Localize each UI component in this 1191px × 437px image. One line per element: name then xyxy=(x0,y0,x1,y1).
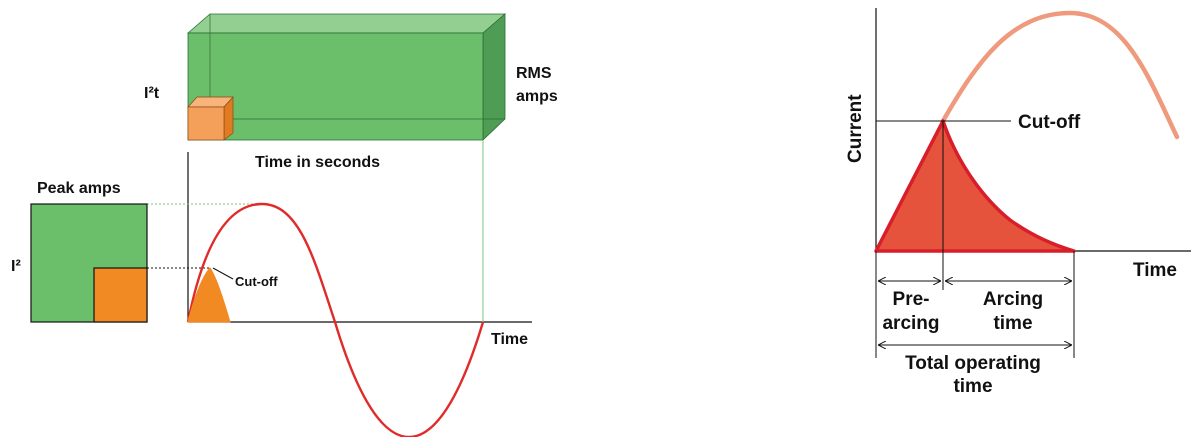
left-time-axis-label: Time xyxy=(491,331,528,348)
cutoff-amps-square xyxy=(93,267,148,323)
let-through-current-area xyxy=(874,119,1076,253)
total-operating-label-line2: time xyxy=(953,376,992,397)
rms-label-line1: RMS xyxy=(516,65,552,82)
peak-amps-label: Peak amps xyxy=(37,180,121,197)
let-through-area xyxy=(187,267,231,323)
right-diagram: Current Time Cut-off Pre- arcing Arcing … xyxy=(845,8,1191,397)
cube-front xyxy=(187,106,225,141)
i2t-label: I²t xyxy=(144,85,160,102)
rms-label-line2: amps xyxy=(516,88,558,105)
arcing-label-line2: time xyxy=(993,313,1032,334)
box-top-face xyxy=(186,13,507,34)
total-operating-label-line1: Total operating xyxy=(905,353,1041,374)
prearcing-label-line2: arcing xyxy=(882,313,939,334)
right-time-axis-label: Time xyxy=(1133,260,1177,281)
arcing-label-line1: Arcing xyxy=(983,289,1043,310)
cutoff-pointer-line xyxy=(212,267,234,280)
prearcing-label-line1: Pre- xyxy=(893,289,930,310)
box-side-face xyxy=(482,13,506,141)
prospective-current-curve xyxy=(940,10,1180,140)
right-cutoff-label: Cut-off xyxy=(1018,112,1081,133)
left-diagram: I²t RMS amps Time in seconds Time Peak a… xyxy=(11,13,558,437)
i2-label: I² xyxy=(11,258,21,275)
prospective-current-wave xyxy=(186,202,485,437)
box-front-face xyxy=(187,32,484,141)
i2t-cube xyxy=(187,96,234,141)
left-cutoff-label: Cut-off xyxy=(235,274,278,289)
time-in-seconds-label: Time in seconds xyxy=(255,154,380,171)
current-axis-label: Current xyxy=(845,94,866,163)
rms-energy-box xyxy=(186,13,507,141)
